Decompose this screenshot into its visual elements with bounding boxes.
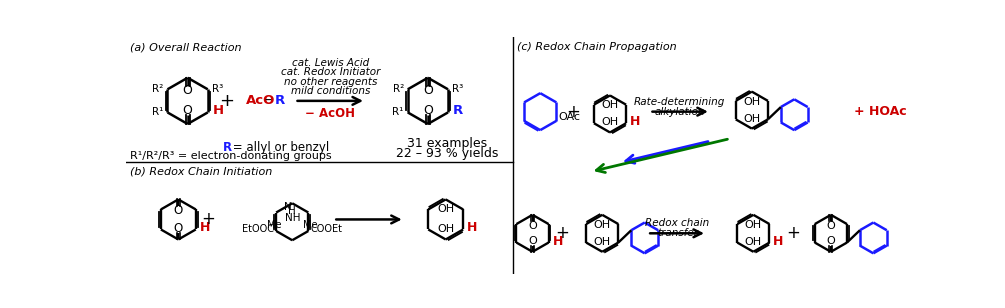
Text: OH: OH: [601, 117, 618, 128]
Text: OH: OH: [594, 237, 611, 247]
Text: Me: Me: [267, 220, 281, 230]
Text: O: O: [826, 221, 835, 231]
Text: –: –: [264, 94, 271, 108]
Text: O: O: [528, 221, 537, 231]
Text: N: N: [283, 202, 291, 212]
Text: +: +: [219, 92, 234, 110]
Text: (a) Overall Reaction: (a) Overall Reaction: [130, 42, 241, 52]
Text: = allyl or benzyl: = allyl or benzyl: [229, 140, 329, 154]
Text: O: O: [528, 236, 537, 246]
Text: OH: OH: [745, 237, 762, 247]
Text: OH: OH: [601, 100, 618, 111]
Text: R³: R³: [212, 84, 223, 94]
Text: H: H: [553, 234, 563, 248]
Text: R²: R²: [393, 84, 404, 94]
Text: alkylation: alkylation: [654, 107, 706, 117]
Text: OH: OH: [744, 97, 761, 107]
Text: O: O: [174, 204, 183, 217]
Text: (b) Redox Chain Initiation: (b) Redox Chain Initiation: [130, 166, 271, 176]
Text: Redox chain: Redox chain: [645, 218, 710, 228]
Text: NH: NH: [284, 213, 300, 222]
Text: H: H: [212, 104, 223, 117]
Text: + HOAc: + HOAc: [854, 105, 907, 118]
Text: AcO: AcO: [246, 94, 275, 107]
Text: O: O: [183, 84, 193, 97]
Text: OH: OH: [437, 205, 454, 214]
Text: R: R: [452, 104, 463, 117]
Text: O: O: [423, 104, 433, 117]
Text: OH: OH: [437, 225, 454, 234]
Text: +: +: [787, 224, 801, 242]
Text: no other reagents: no other reagents: [283, 77, 377, 87]
Text: H: H: [467, 221, 477, 234]
Text: − AcOH: − AcOH: [306, 107, 355, 120]
Text: 31 examples: 31 examples: [407, 137, 487, 150]
Text: cat. Lewis Acid: cat. Lewis Acid: [291, 58, 369, 68]
Text: 22 – 93 % yields: 22 – 93 % yields: [396, 148, 498, 160]
Text: OAc: OAc: [559, 112, 581, 122]
Text: R: R: [274, 94, 284, 107]
Text: O: O: [183, 104, 193, 117]
Text: mild conditions: mild conditions: [290, 86, 370, 96]
Text: R¹: R¹: [152, 107, 164, 117]
Text: H: H: [200, 221, 210, 234]
Text: OH: OH: [745, 220, 762, 230]
Text: O: O: [826, 236, 835, 246]
Text: cat. Redox Initiator: cat. Redox Initiator: [280, 67, 380, 77]
Text: H: H: [288, 206, 296, 216]
Text: +: +: [555, 224, 569, 242]
Text: EtOOC: EtOOC: [242, 224, 273, 234]
Text: H: H: [630, 115, 640, 128]
Text: transfer: transfer: [657, 228, 697, 237]
Text: H: H: [774, 234, 784, 248]
Text: R³: R³: [452, 84, 463, 94]
Text: +: +: [566, 103, 580, 121]
Text: R: R: [222, 140, 231, 154]
Text: Me: Me: [303, 220, 318, 230]
Text: (c) Redox Chain Propagation: (c) Redox Chain Propagation: [517, 42, 676, 52]
Text: OH: OH: [594, 220, 611, 230]
Text: COOEt: COOEt: [311, 224, 343, 234]
Text: R²: R²: [153, 84, 164, 94]
Text: R¹: R¹: [393, 107, 404, 117]
Text: O: O: [423, 84, 433, 97]
Text: Rate-determining: Rate-determining: [634, 97, 726, 107]
Text: R¹/R²/R³ = electron-donating groups: R¹/R²/R³ = electron-donating groups: [130, 151, 331, 161]
Text: +: +: [201, 210, 215, 229]
Text: OH: OH: [744, 114, 761, 124]
Text: O: O: [174, 222, 183, 235]
